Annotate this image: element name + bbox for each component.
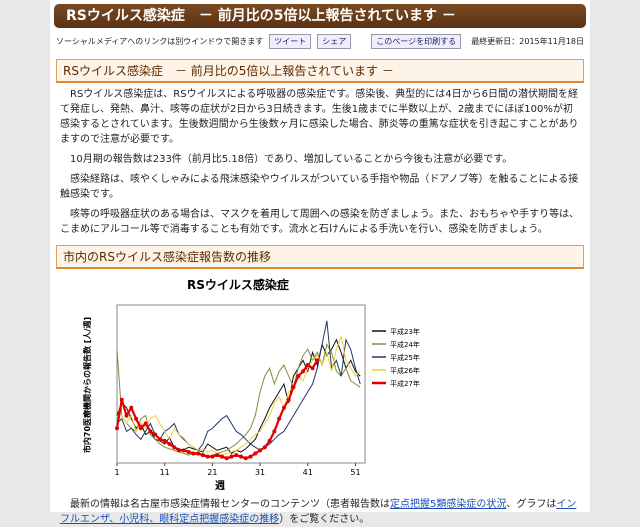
paragraph: 10月期の報告数は233件（前月比5.18倍）であり、増加していることから今後も… bbox=[70, 154, 513, 165]
point bbox=[301, 369, 305, 374]
x-tick-label: 21 bbox=[207, 468, 217, 477]
toolbar: ソーシャルメディアへのリンクは別ウインドウで開きます ツイート シェア このペー… bbox=[56, 31, 584, 51]
point bbox=[286, 397, 291, 402]
text: 最新の情報は名古屋市感染症情報センターのコンテンツ（患者報告数は bbox=[70, 499, 390, 510]
point bbox=[243, 456, 248, 461]
series-line bbox=[116, 320, 361, 452]
point bbox=[310, 366, 315, 371]
point bbox=[177, 448, 181, 453]
series-line bbox=[116, 334, 361, 456]
legend-label: 平成24年 bbox=[390, 340, 420, 349]
paragraph: 咳等の呼吸器症状のある場合は、マスクを着用して周囲への感染を防ぎましょう。また、… bbox=[60, 209, 580, 235]
x-axis-label: 週 bbox=[215, 480, 225, 492]
point bbox=[153, 432, 158, 437]
share-button[interactable]: シェア bbox=[317, 33, 352, 49]
section-heading: 市内のRSウイルス感染症報告数の推移 bbox=[56, 245, 584, 269]
point bbox=[119, 397, 124, 402]
point bbox=[239, 454, 243, 459]
content: RSウイルス感染症 － 前月比の5倍以上報告されています － ソーシャルメディア… bbox=[50, 0, 590, 525]
point bbox=[210, 454, 215, 459]
point bbox=[291, 385, 296, 390]
x-tick-label: 41 bbox=[303, 468, 313, 477]
footer-paragraph: 最新の情報は名古屋市感染症情報センターのコンテンツ（患者報告数は定点把握5類感染… bbox=[60, 497, 580, 527]
point bbox=[253, 451, 258, 456]
point bbox=[215, 453, 220, 458]
point bbox=[162, 438, 167, 443]
point bbox=[181, 448, 186, 453]
tweet-button[interactable]: ツイート bbox=[269, 33, 312, 49]
point bbox=[157, 437, 162, 442]
point bbox=[124, 413, 129, 418]
point bbox=[219, 454, 224, 459]
point bbox=[262, 445, 267, 450]
plot-frame bbox=[116, 304, 366, 464]
updated-date: 最終更新日：2015年11月18日 bbox=[471, 36, 584, 46]
text: 、グラフは bbox=[506, 499, 557, 510]
point bbox=[134, 416, 139, 421]
section-heading: RSウイルス感染症 － 前月比の5倍以上報告されています － bbox=[56, 59, 584, 83]
page: RSウイルス感染症 － 前月比の5倍以上報告されています － ソーシャルメディア… bbox=[50, 0, 590, 525]
x-tick-label: 31 bbox=[255, 468, 265, 477]
point bbox=[167, 442, 172, 447]
paragraph: 感染経路は、咳やくしゃみによる飛沫感染やウイルスがついている手指や物品（ドアノブ… bbox=[60, 174, 579, 200]
text: ）をご覧ください。 bbox=[279, 514, 370, 525]
point bbox=[138, 426, 143, 431]
point bbox=[296, 374, 301, 379]
series-line bbox=[115, 359, 319, 460]
point bbox=[148, 429, 153, 434]
point bbox=[248, 454, 253, 459]
point bbox=[258, 448, 263, 453]
x-tick-label: 1 bbox=[114, 468, 119, 477]
point bbox=[115, 426, 119, 431]
point bbox=[186, 449, 191, 454]
point bbox=[205, 454, 210, 459]
legend-label: 平成27年 bbox=[390, 379, 420, 388]
social-note: ソーシャルメディアへのリンクは別ウインドウで開きます bbox=[56, 36, 264, 46]
point bbox=[281, 405, 286, 410]
point bbox=[272, 429, 277, 434]
point bbox=[191, 451, 196, 456]
point bbox=[143, 421, 148, 426]
point bbox=[200, 453, 205, 458]
point bbox=[305, 363, 310, 368]
header-title: RSウイルス感染症 － 前月比の5倍以上報告されています － bbox=[54, 4, 586, 28]
point bbox=[267, 438, 272, 443]
x-tick-label: 11 bbox=[160, 468, 170, 477]
x-tick-label: 51 bbox=[350, 468, 360, 477]
print-button[interactable]: このページを印刷する bbox=[371, 33, 462, 49]
point bbox=[277, 416, 282, 421]
point bbox=[224, 456, 229, 461]
chart: RSウイルス感染症 週 市内70医療機関からの報告数 [人/週] 1 11 21 31… bbox=[82, 277, 420, 492]
point bbox=[196, 451, 201, 456]
link[interactable]: 定点把握5類感染症の状況 bbox=[390, 499, 507, 510]
point bbox=[129, 405, 134, 410]
point bbox=[234, 453, 239, 458]
legend-label: 平成25年 bbox=[390, 353, 420, 362]
point bbox=[229, 454, 234, 459]
legend-label: 平成26年 bbox=[390, 366, 420, 375]
point bbox=[315, 358, 320, 363]
legend-label: 平成23年 bbox=[390, 327, 420, 336]
paragraph: RSウイルス感染症は、RSウイルスによる呼吸器の感染症です。感染後、典型的には4… bbox=[60, 89, 579, 145]
point bbox=[172, 445, 177, 450]
y-axis-label: 市内70医療機関からの報告数 [人/週] bbox=[82, 317, 92, 453]
chart-title: RSウイルス感染症 bbox=[187, 277, 289, 292]
